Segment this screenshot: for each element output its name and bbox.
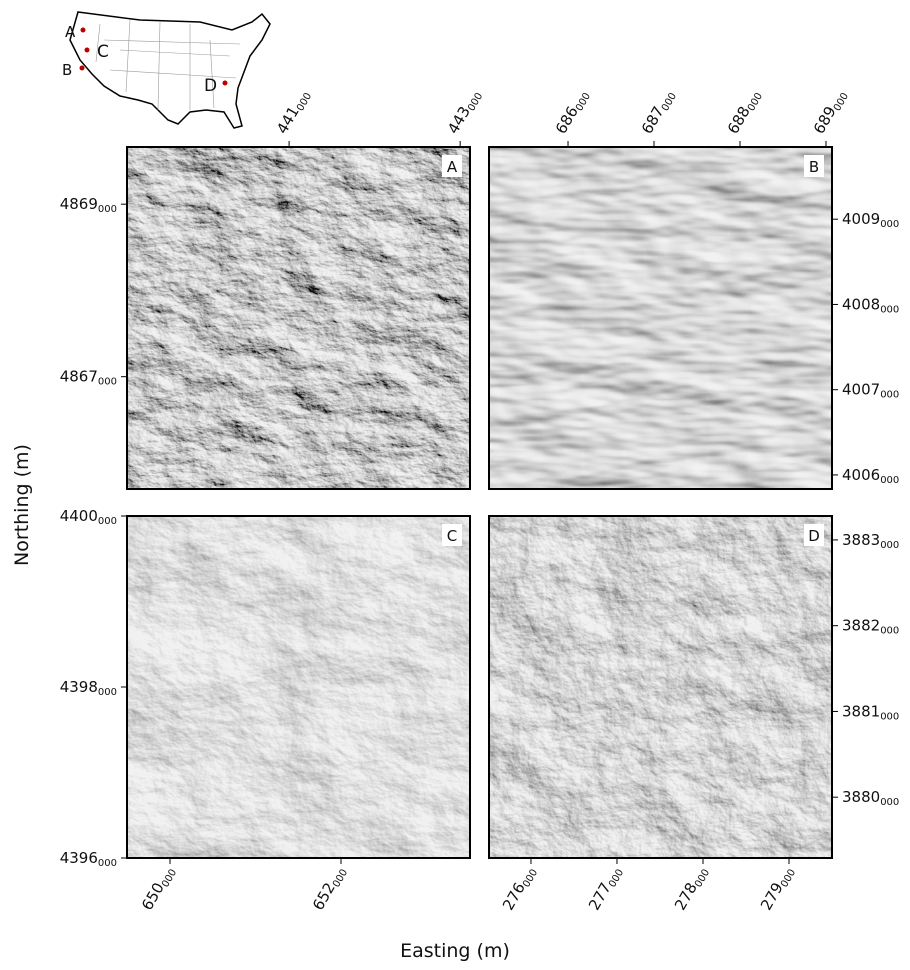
y-tick-label: 3881000 [842, 702, 899, 722]
y-tick-label: 4008000 [842, 295, 899, 315]
panel-frame [488, 515, 833, 859]
y-tick-label: 3882000 [842, 617, 899, 637]
hillshade-tint [127, 147, 470, 489]
panel-label-box [442, 524, 462, 546]
y-tick-label: 4007000 [842, 381, 899, 401]
y-tick-label: 4398000 [60, 678, 117, 698]
state-lines [95, 19, 241, 111]
y-tick-label: 3883000 [842, 531, 899, 551]
y-axis-label: Northing (m) [11, 444, 33, 566]
inset-label: C [97, 42, 109, 62]
hillshade-tint [489, 516, 832, 858]
x-tick-label: 689000 [810, 87, 851, 138]
site-dot [222, 80, 228, 86]
panel-frame [126, 146, 471, 490]
x-tick-label: 277000 [585, 863, 626, 914]
x-tick-label: 279000 [757, 863, 798, 914]
panel-frame [488, 146, 833, 490]
y-tick-label: 4009000 [842, 210, 899, 230]
hillshade-tint [127, 516, 470, 858]
hillshade [489, 147, 832, 489]
y-tick-label: 4867000 [60, 368, 117, 388]
inset-map: A B C D [62, 11, 271, 129]
inset-label: A [65, 23, 76, 41]
inset-label: D [204, 76, 217, 96]
x-tick-label: 688000 [724, 87, 765, 138]
panel-label-box [804, 155, 824, 177]
hillshade [127, 516, 470, 858]
y-tick-label: 4006000 [842, 466, 899, 486]
x-tick-label: 278000 [671, 863, 712, 914]
hillshade [127, 147, 470, 489]
panel-label: B [809, 158, 819, 176]
hillshade-tint [489, 147, 832, 489]
x-tick-label: 441000 [273, 87, 314, 138]
y-tick-label: 4400000 [60, 507, 117, 527]
x-axis-label: Easting (m) [400, 940, 510, 962]
x-tick-label: 650000 [138, 863, 179, 914]
x-tick-label: 686000 [552, 87, 593, 138]
x-tick-label: 443000 [444, 87, 485, 138]
inset-label: B [62, 61, 72, 79]
site-dot [80, 27, 86, 33]
panel-label-box [442, 155, 462, 177]
x-tick-label: 652000 [309, 863, 350, 914]
site-dot [79, 65, 85, 71]
us-outline [69, 11, 271, 129]
panel-label: D [808, 527, 820, 545]
panel-label: C [447, 527, 457, 545]
site-dot [84, 47, 90, 53]
y-tick-label: 3880000 [842, 788, 899, 808]
panel-label: A [447, 158, 458, 176]
x-tick-label: 276000 [499, 863, 540, 914]
y-tick-label: 4869000 [60, 195, 117, 215]
y-tick-label: 4396000 [60, 849, 117, 869]
panel-label-box [804, 524, 824, 546]
x-tick-label: 687000 [638, 87, 679, 138]
hillshade [489, 516, 832, 858]
